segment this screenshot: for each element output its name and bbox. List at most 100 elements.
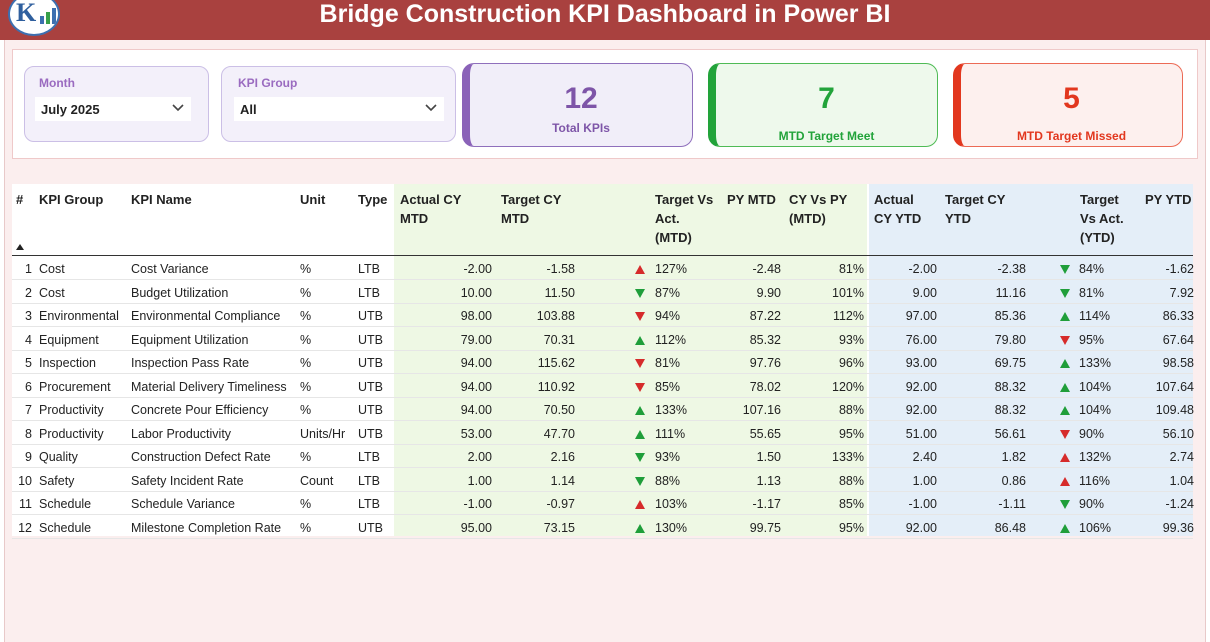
header-target-vs-act-ytd[interactable]: Target Vs Act. (YTD): [1080, 190, 1124, 247]
header-line: CY Vs PY: [789, 192, 848, 207]
cell-py-ytd: 107.64: [1155, 379, 1194, 394]
header-kpi-name[interactable]: KPI Name: [131, 192, 192, 207]
cell-type: UTB: [358, 520, 383, 535]
header-kpi-group[interactable]: KPI Group: [39, 192, 104, 207]
table-row[interactable]: 4 Equipment Equipment Utilization% UTB 79.00…: [12, 328, 1194, 351]
cell-actual-cy-mtd: -2.00: [463, 262, 493, 276]
header-line: Target Vs: [655, 192, 714, 207]
table-row[interactable]: 5 Inspection Inspection Pass Rate% UTB 94.00…: [12, 351, 1194, 374]
trend-down-red-icon: [635, 382, 645, 392]
cell-kpi-name: Milestone Completion Rate: [131, 520, 282, 535]
month-dropdown[interactable]: July 2025: [35, 97, 191, 121]
row-divider: [12, 326, 1193, 327]
cell-num: 6: [25, 379, 32, 394]
table-row[interactable]: 12 Schedule Milestone Completion Rate% UTB 9…: [12, 516, 1194, 539]
sort-ascending-icon[interactable]: [16, 244, 24, 250]
header-actual-cy-ytd[interactable]: Actual CY YTD: [874, 190, 921, 228]
cell-py-mtd: 55.65: [749, 426, 781, 441]
table-row[interactable]: 7 Productivity Concrete Pour Efficiency% UT…: [12, 398, 1194, 421]
table-row[interactable]: 1 Cost Cost Variance% LTB -2.00 -1.58 127% -2.4…: [12, 257, 1194, 280]
cell-cy-vs-py-mtd: 112%: [832, 309, 864, 323]
month-slicer[interactable]: Month July 2025: [24, 66, 209, 142]
trend-up-red-icon: [1060, 476, 1070, 486]
header-type[interactable]: Type: [358, 192, 388, 207]
chevron-down-icon[interactable]: [171, 102, 185, 114]
cell-target-cy-ytd: 88.32: [994, 403, 1026, 417]
cell-type: LTB: [358, 473, 380, 488]
header-target-vs-act-mtd[interactable]: Target Vs Act. (MTD): [655, 190, 713, 247]
chevron-down-icon[interactable]: [424, 102, 438, 114]
cell-target-cy-ytd: 69.75: [994, 356, 1026, 370]
cell-target-cy-mtd: 70.50: [543, 403, 575, 417]
kpi-group-dropdown[interactable]: All: [234, 97, 444, 121]
cell-py-mtd: -1.17: [752, 497, 782, 511]
cell-target-cy-ytd: 79.80: [994, 332, 1026, 347]
cell-actual-cy-ytd: 51.00: [905, 426, 937, 441]
cell-target-vs-act-ytd: 95%: [1079, 332, 1105, 347]
trend-down-red-icon: [635, 359, 645, 368]
table-row[interactable]: 10 Safety Safety Incident Rate Count LTB 1.00…: [12, 469, 1194, 492]
cell-target-cy-mtd: 47.70: [543, 426, 575, 441]
kpi-group-dropdown-value: All: [240, 102, 257, 117]
row-divider: [12, 443, 1193, 445]
header-target-cy-ytd[interactable]: Target CY YTD: [945, 190, 1005, 228]
cell-kpi-name: Labor Productivity: [131, 426, 232, 441]
cell-actual-cy-mtd: 98.00: [460, 309, 492, 323]
cell-unit: %: [300, 520, 312, 535]
cell-py-mtd: 9.90: [756, 285, 781, 300]
cell-py-ytd: 67.64: [1162, 332, 1194, 347]
table-row[interactable]: 9 Quality Construction Defect Rate% LTB 2.00…: [12, 445, 1194, 468]
cell-unit: Units/Hr: [300, 426, 346, 441]
kpi-group-slicer[interactable]: KPI Group All: [221, 66, 456, 142]
header-cy-vs-py-mtd[interactable]: CY Vs PY (MTD): [789, 190, 847, 228]
header-py-mtd[interactable]: PY MTD: [727, 190, 776, 209]
cell-target-vs-act-mtd: 81%: [655, 356, 681, 370]
row-divider: [12, 373, 1193, 374]
header-unit[interactable]: Unit: [300, 192, 326, 207]
trend-down-green-icon: [635, 288, 645, 298]
cell-type: LTB: [358, 285, 380, 300]
cell-cy-vs-py-mtd: 101%: [832, 285, 864, 300]
trend-up-green-icon: [1060, 406, 1070, 415]
logo-bar: [40, 16, 44, 24]
trend-up-red-icon: [635, 265, 645, 274]
header-bar: [0, 0, 1210, 40]
cell-target-vs-act-ytd: 133%: [1079, 356, 1111, 370]
trend-down-green-icon: [1060, 265, 1070, 274]
cell-target-vs-act-ytd: 116%: [1079, 473, 1111, 488]
table-row[interactable]: 2 Cost Budget Utilization% LTB 10.00 11.50 87%…: [12, 281, 1194, 304]
cell-py-ytd: 1.04: [1169, 473, 1194, 488]
table-row[interactable]: 6 Procurement Material Delivery Timeliness…: [12, 375, 1194, 398]
header-actual-cy-mtd[interactable]: Actual CY MTD: [400, 190, 461, 228]
cell-kpi-name: Material Delivery Timeliness: [131, 379, 287, 394]
trend-down-red-icon: [635, 312, 645, 321]
table-row[interactable]: 11 Schedule Schedule Variance% LTB -1.00 -0.9…: [12, 492, 1194, 515]
table-row[interactable]: 8 Productivity Labor Productivity Units/Hr U…: [12, 422, 1194, 445]
cell-py-mtd: 85.32: [749, 332, 781, 347]
cell-type: UTB: [358, 379, 383, 394]
trend-up-green-icon: [635, 429, 645, 439]
cell-target-vs-act-ytd: 114%: [1079, 309, 1111, 323]
cell-py-mtd: 97.76: [749, 356, 781, 370]
trend-up-green-icon: [1060, 523, 1070, 533]
mtd-column-group: [394, 184, 867, 536]
cell-kpi-group: Safety: [39, 473, 75, 488]
table-row[interactable]: 3 Environmental Environmental Compliance% U…: [12, 304, 1194, 327]
cell-cy-vs-py-mtd: 120%: [832, 379, 864, 394]
cell-actual-cy-mtd: 2.00: [467, 450, 492, 464]
header-line: Act.: [655, 211, 680, 226]
cell-target-vs-act-ytd: 132%: [1079, 450, 1111, 464]
header-target-cy-mtd[interactable]: Target CY MTD: [501, 190, 561, 228]
cell-kpi-group: Productivity: [39, 403, 104, 417]
cell-py-ytd: 2.74: [1169, 450, 1194, 464]
cell-py-ytd: 98.58: [1162, 356, 1194, 370]
cell-type: UTB: [358, 426, 383, 441]
cell-target-vs-act-mtd: 94%: [655, 309, 681, 323]
kpi-table: # KPI Group KPI Name Unit Type Actual CY…: [12, 184, 1194, 539]
cell-actual-cy-ytd: 76.00: [905, 332, 937, 347]
cell-num: 10: [18, 473, 32, 488]
header-py-ytd[interactable]: PY YTD: [1145, 190, 1191, 209]
cell-target-vs-act-mtd: 103%: [655, 497, 687, 511]
cell-actual-cy-ytd: 1.00: [912, 473, 937, 488]
header-num[interactable]: #: [16, 192, 24, 207]
